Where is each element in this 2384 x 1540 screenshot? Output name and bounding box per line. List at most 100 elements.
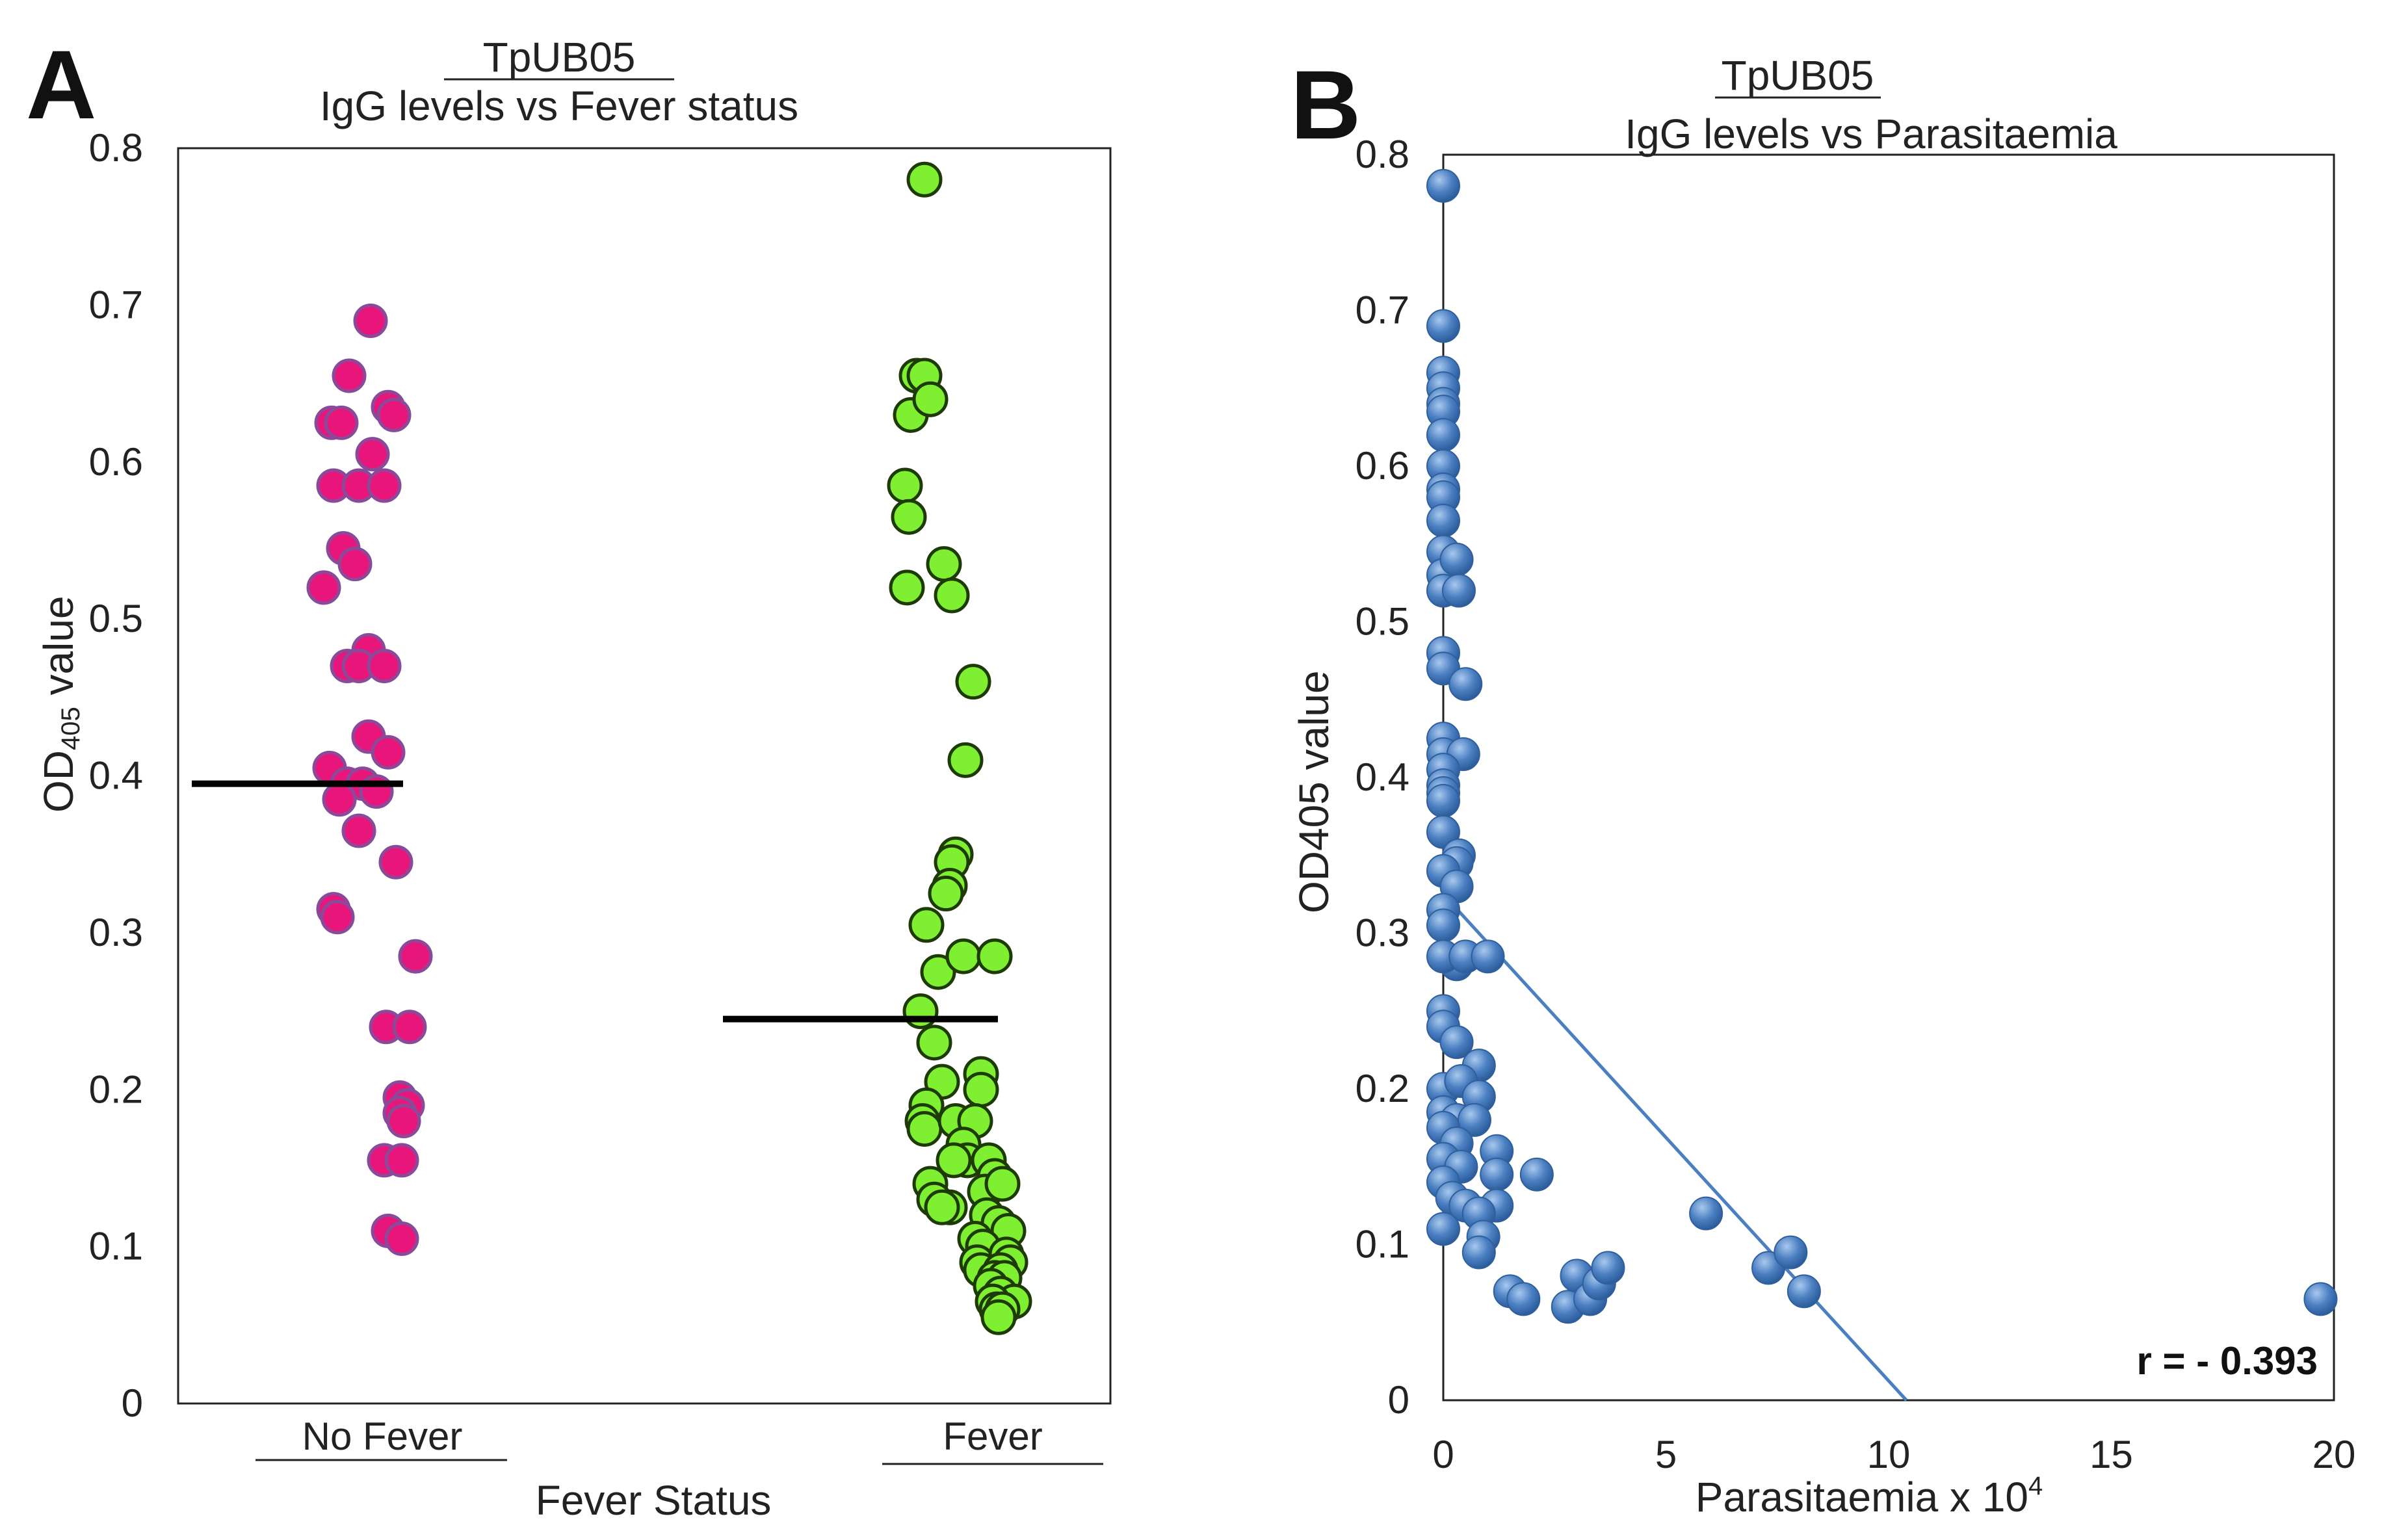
fever-point bbox=[906, 1111, 943, 1147]
parasitaemia-point bbox=[1439, 1025, 1474, 1060]
panel-a-chart: A TpUB05 IgG levels vs Fever status 0 0.1… bbox=[26, 30, 1112, 1524]
fever-point bbox=[945, 938, 982, 974]
panel-a-y-label-rest: value bbox=[35, 595, 82, 707]
panel-a-y-label-main: OD bbox=[35, 750, 82, 813]
panel-b-y-tick-label: 0.8 bbox=[1356, 133, 1409, 176]
panel-b-x-label: Parasitaemia x 104 bbox=[1696, 1472, 2043, 1520]
fever-point bbox=[980, 1299, 1017, 1335]
parasitaemia-point bbox=[1426, 503, 1460, 538]
parasitaemia-point bbox=[1471, 939, 1505, 974]
panel-a-y-tick-label: 0.4 bbox=[89, 754, 143, 798]
no-fever-point bbox=[332, 358, 367, 393]
panel-b-x-tick-label: 15 bbox=[2089, 1433, 2133, 1476]
panel-b-points bbox=[1426, 168, 2338, 1324]
fever-point bbox=[887, 467, 923, 504]
fever-point bbox=[906, 161, 943, 198]
panel-b-y-tick-label: 0.5 bbox=[1356, 600, 1409, 644]
fever-point bbox=[912, 381, 949, 417]
parasitaemia-point bbox=[1426, 1212, 1460, 1246]
fever-point bbox=[891, 499, 927, 535]
parasitaemia-point bbox=[1441, 573, 1476, 608]
panel-b-y-tick-label: 0 bbox=[1388, 1378, 1409, 1422]
panel-b-y-tick-label: 0.3 bbox=[1356, 911, 1409, 955]
no-fever-point bbox=[353, 304, 388, 339]
panel-b-y-label: OD405 value bbox=[1290, 670, 1337, 913]
fever-point bbox=[926, 546, 962, 582]
panel-b-x-label-main: Parasitaemia x 10 bbox=[1696, 1474, 2028, 1520]
panel-b-correlation-annotation: r = - 0.393 bbox=[2136, 1339, 2318, 1383]
no-fever-point bbox=[324, 405, 359, 440]
no-fever-point bbox=[398, 939, 433, 974]
panel-b-x-axis: 0 5 10 15 20 bbox=[1432, 1433, 2355, 1476]
fever-point bbox=[934, 577, 970, 614]
fever-point bbox=[928, 876, 964, 912]
fever-point bbox=[976, 938, 1013, 974]
parasitaemia-point bbox=[1506, 1282, 1541, 1316]
panel-a-y-axis: 0 0.1 0.2 0.3 0.4 0.5 0.6 0.7 0.8 bbox=[89, 126, 143, 1425]
panel-a-y-label-sub: 405 bbox=[57, 707, 85, 750]
no-fever-point bbox=[320, 900, 355, 935]
panel-b-x-tick-label: 10 bbox=[1867, 1433, 1911, 1476]
panel-b-title: TpUB05 bbox=[1722, 52, 1874, 99]
no-fever-point bbox=[386, 1104, 421, 1139]
fever-point bbox=[947, 742, 984, 778]
panel-b-letter: B bbox=[1290, 50, 1361, 159]
panel-a-y-tick-label: 0.8 bbox=[89, 126, 143, 170]
panel-a-subtitle: IgG levels vs Fever status bbox=[320, 83, 798, 129]
panel-b-plot-frame bbox=[1442, 153, 2335, 1402]
no-fever-point bbox=[322, 782, 357, 817]
panel-a-x-label: Fever Status bbox=[536, 1477, 772, 1524]
panel-b-x-tick-label: 20 bbox=[2312, 1433, 2356, 1476]
no-fever-point bbox=[376, 397, 412, 432]
no-fever-point bbox=[371, 735, 406, 770]
parasitaemia-point bbox=[1689, 1196, 1723, 1231]
panel-a-y-tick-label: 0.1 bbox=[89, 1225, 143, 1268]
panel-a-y-tick-label: 0.2 bbox=[89, 1067, 143, 1111]
panel-a-category-no-fever: No Fever bbox=[302, 1415, 463, 1458]
no-fever-point bbox=[367, 468, 402, 503]
panel-a-points bbox=[306, 161, 1032, 1335]
no-fever-point bbox=[378, 844, 413, 880]
parasitaemia-point bbox=[1426, 418, 1460, 452]
panel-a-y-tick-label: 0.7 bbox=[89, 283, 143, 326]
panel-b-x-label-sup: 4 bbox=[2028, 1472, 2043, 1500]
fever-point bbox=[963, 1071, 999, 1108]
parasitaemia-point bbox=[1461, 1235, 1496, 1270]
panel-a-medians bbox=[192, 780, 998, 1023]
panel-b-chart: B TpUB05 IgG levels vs Parasitaemia 0 0.1… bbox=[1290, 50, 2355, 1520]
fever-point bbox=[908, 907, 945, 943]
no-fever-point bbox=[337, 547, 373, 582]
panel-a-category-fever: Fever bbox=[943, 1415, 1042, 1458]
parasitaemia-point bbox=[1591, 1251, 1625, 1285]
parasitaemia-point bbox=[1439, 542, 1474, 577]
parasitaemia-point bbox=[1480, 1157, 1514, 1192]
no-fever-point bbox=[392, 1010, 427, 1045]
panel-b-y-tick-label: 0.6 bbox=[1356, 444, 1409, 488]
fever-point bbox=[984, 1166, 1021, 1202]
panel-b-trendline bbox=[1442, 893, 1908, 1402]
no-fever-point bbox=[341, 813, 376, 848]
parasitaemia-point bbox=[1426, 908, 1460, 943]
no-fever-point bbox=[355, 437, 390, 472]
fever-point bbox=[924, 1189, 960, 1225]
fever-point bbox=[916, 1024, 952, 1061]
panel-b-y-tick-label: 0.1 bbox=[1356, 1223, 1409, 1266]
panel-b-y-tick-label: 0.2 bbox=[1356, 1067, 1409, 1110]
panel-b-y-tick-label: 0.4 bbox=[1356, 755, 1409, 799]
no-fever-point bbox=[367, 649, 402, 684]
parasitaemia-point bbox=[1426, 309, 1460, 343]
no-fever-point bbox=[384, 1221, 419, 1257]
panel-a-y-tick-label: 0.3 bbox=[89, 911, 143, 954]
parasitaemia-point bbox=[1426, 783, 1460, 818]
fever-point bbox=[902, 993, 939, 1030]
panel-b-y-axis: 0 0.1 0.2 0.3 0.4 0.5 0.6 0.7 0.8 bbox=[1356, 133, 1409, 1422]
panel-b-subtitle: IgG levels vs Parasitaemia bbox=[1625, 111, 2117, 157]
panel-a-y-tick-label: 0.6 bbox=[89, 440, 143, 484]
parasitaemia-point bbox=[1787, 1274, 1821, 1309]
no-fever-point bbox=[384, 1143, 419, 1178]
parasitaemia-point bbox=[1426, 815, 1460, 849]
parasitaemia-point bbox=[1448, 667, 1483, 701]
panel-a-letter: A bbox=[26, 30, 96, 139]
panel-a-plot-frame bbox=[177, 147, 1112, 1405]
